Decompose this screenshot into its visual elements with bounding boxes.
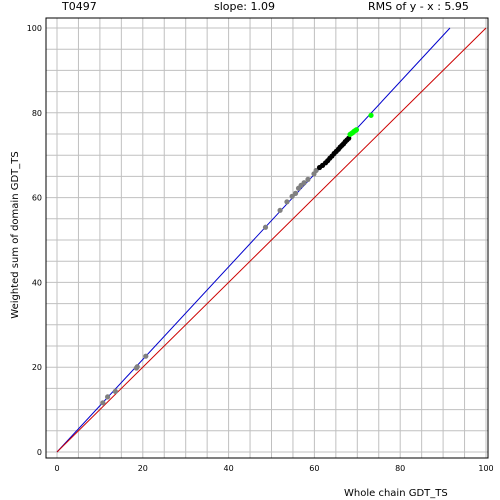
data-point-gray xyxy=(112,388,118,394)
data-point-gray xyxy=(289,193,295,199)
data-point-green xyxy=(368,112,374,118)
data-point-green xyxy=(353,127,360,133)
y-tick-label: 60 xyxy=(32,194,42,203)
y-tick-label: 20 xyxy=(32,363,42,372)
target-id-label: T0497 xyxy=(62,0,97,13)
data-point-gray xyxy=(292,190,299,196)
plot-frame xyxy=(45,17,489,459)
identity-line xyxy=(56,27,487,453)
tick-labels: 0 20 40 60 80 100 0 20 40 60 80 100 xyxy=(27,24,494,473)
data-point-gray xyxy=(143,353,149,359)
grid xyxy=(46,18,488,458)
x-tick-label: 100 xyxy=(478,464,493,473)
y-axis-label: Weighted sum of domain GDT_TS xyxy=(10,151,21,318)
data-point-gray xyxy=(100,400,106,406)
data-point-gray xyxy=(105,394,111,400)
y-tick-label: 40 xyxy=(32,278,42,287)
x-axis-label: Whole chain GDT_TS xyxy=(344,488,448,499)
data-point-gray xyxy=(301,180,307,186)
data-point-gray xyxy=(134,364,140,370)
y-tick-label: 100 xyxy=(27,24,42,33)
data-point-gray xyxy=(284,199,290,205)
y-tick-label: 80 xyxy=(32,109,42,118)
data-points xyxy=(100,112,374,406)
data-point-gray xyxy=(262,224,269,230)
data-point-gray xyxy=(313,167,319,174)
x-tick-label: 80 xyxy=(395,464,405,473)
reference-lines xyxy=(56,27,487,453)
x-tick-label: 40 xyxy=(224,464,234,473)
x-tick-label: 20 xyxy=(138,464,148,473)
x-tick-label: 0 xyxy=(54,464,59,473)
x-tick-label: 60 xyxy=(309,464,319,473)
fit-line xyxy=(56,27,451,453)
slope-label: slope: 1.09 xyxy=(214,0,275,13)
data-point-gray xyxy=(305,176,311,182)
rms-label: RMS of y - x : 5.95 xyxy=(368,0,469,13)
y-tick-label: 0 xyxy=(37,448,42,457)
data-point-gray xyxy=(277,207,283,213)
